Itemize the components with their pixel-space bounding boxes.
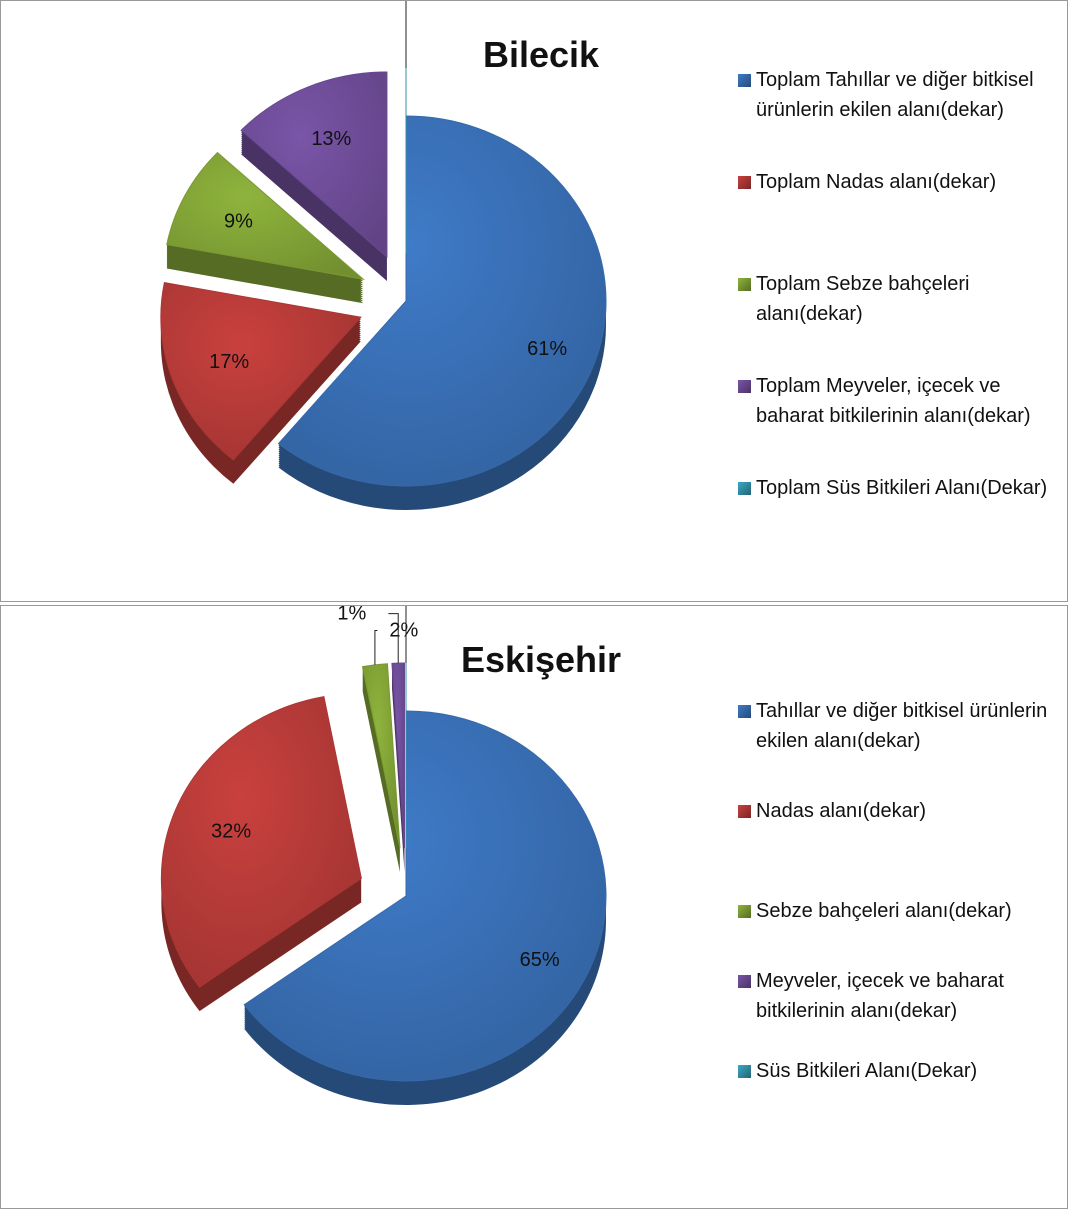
legend-swatch <box>738 278 751 291</box>
data-label: 17% <box>209 351 249 373</box>
leader-line <box>405 606 407 663</box>
legend-label: Meyveler, içecek ve baharat bitkilerinin… <box>756 970 1004 1022</box>
leader-line <box>405 1 407 68</box>
legend-label: Toplam Sebze bahçeleri alanı(dekar) <box>756 273 970 325</box>
legend-item: Toplam Meyveler, içecek ve baharat bitki… <box>736 371 1066 431</box>
slice <box>160 282 362 461</box>
legend-item: Meyveler, içecek ve baharat bitkilerinin… <box>736 966 1066 1026</box>
data-label: 61% <box>527 338 567 360</box>
legend-swatch <box>738 905 751 918</box>
legend-item: Sebze bahçeleri alanı(dekar) <box>736 896 1066 926</box>
legend-label: Sebze bahçeleri alanı(dekar) <box>756 900 1012 922</box>
chart-title: Eskişehir <box>461 639 621 680</box>
slice <box>160 696 362 988</box>
legend-swatch <box>738 380 751 393</box>
slice <box>240 71 388 259</box>
legend-item: Toplam Süs Bitkileri Alanı(Dekar) <box>736 473 1066 503</box>
legend-item: Nadas alanı(dekar) <box>736 796 1066 826</box>
legend-label: Toplam Nadas alanı(dekar) <box>756 171 997 193</box>
data-label: 1% <box>337 606 366 625</box>
data-label: 2% <box>389 619 418 641</box>
legend-swatch <box>738 975 751 988</box>
legend-label: Toplam Meyveler, içecek ve baharat bitki… <box>756 375 1031 427</box>
legend-swatch <box>738 482 751 495</box>
legend-swatch <box>738 74 751 87</box>
legend-item: Toplam Nadas alanı(dekar) <box>736 167 1066 197</box>
data-label: 13% <box>311 128 351 150</box>
legend-label: Nadas alanı(dekar) <box>756 800 927 822</box>
data-label: 65% <box>520 949 560 971</box>
leader-line <box>388 613 399 664</box>
legend-label: Toplam Tahıllar ve diğer bitkisel ürünle… <box>756 69 1034 121</box>
chart-title: Bilecik <box>483 34 600 75</box>
legend-item: Toplam Tahıllar ve diğer bitkisel ürünle… <box>736 65 1066 125</box>
legend-label: Süs Bitkileri Alanı(Dekar) <box>756 1060 978 1082</box>
leader-line <box>374 629 378 665</box>
legend-item: Süs Bitkileri Alanı(Dekar) <box>736 1056 1066 1086</box>
slice <box>277 115 607 487</box>
legend-swatch <box>738 805 751 818</box>
data-label: 9% <box>224 210 253 232</box>
legend-label: Toplam Süs Bitkileri Alanı(Dekar) <box>756 477 1048 499</box>
legend-item: Toplam Sebze bahçeleri alanı(dekar) <box>736 269 1066 329</box>
legend-swatch <box>738 176 751 189</box>
slice <box>391 662 405 849</box>
data-label: 32% <box>211 821 251 843</box>
legend-item: Tahıllar ve diğer bitkisel ürünlerin eki… <box>736 696 1066 756</box>
slice <box>243 710 607 1082</box>
legend-swatch <box>738 705 751 718</box>
slice <box>361 663 401 849</box>
slice <box>166 151 365 281</box>
legend-label: Tahıllar ve diğer bitkisel ürünlerin eki… <box>756 700 1048 752</box>
legend-swatch <box>738 1065 751 1078</box>
